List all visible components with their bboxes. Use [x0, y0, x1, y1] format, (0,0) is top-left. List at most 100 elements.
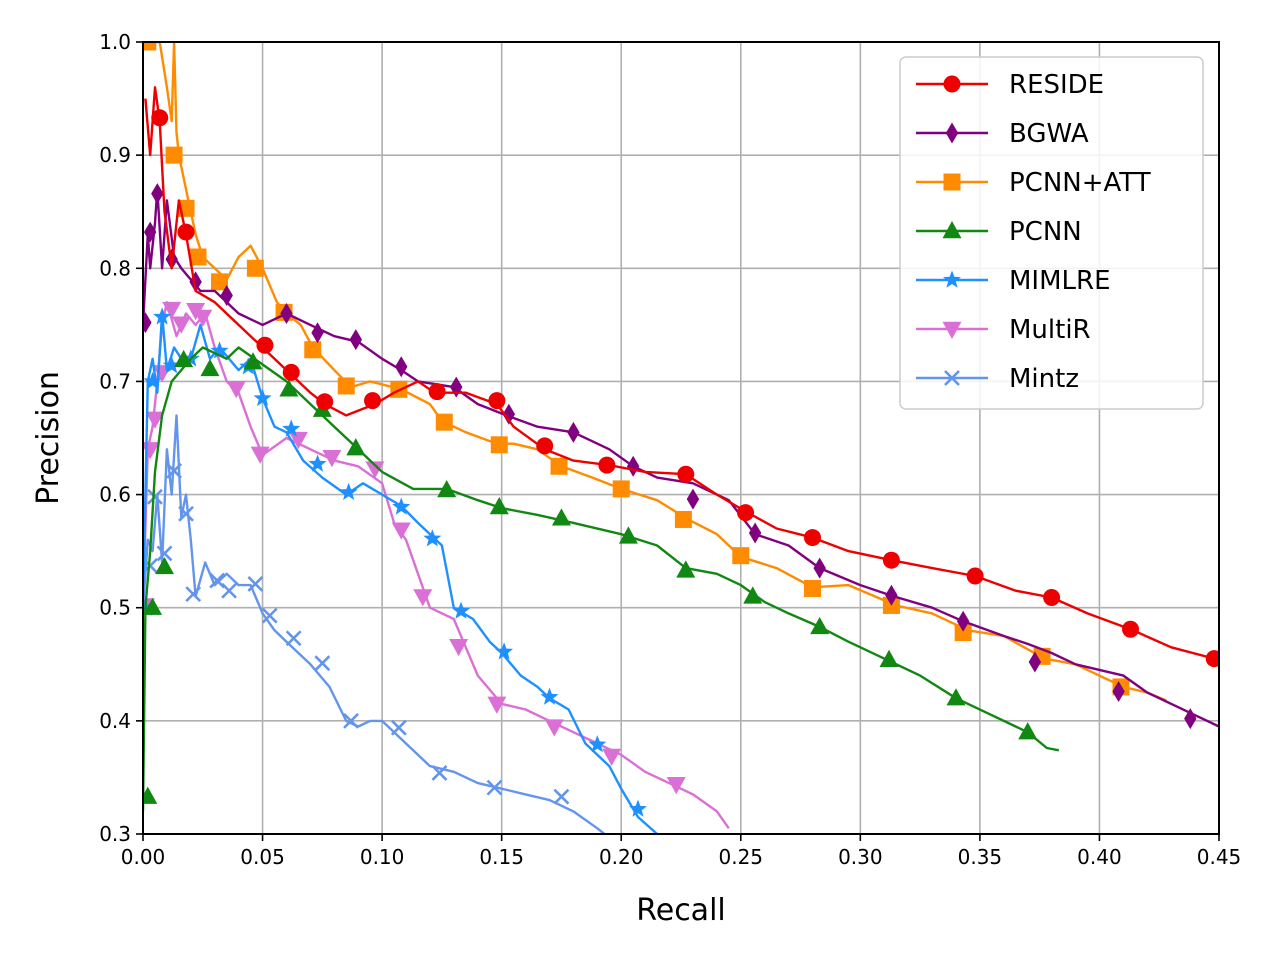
- x-tick-label: 0.05: [240, 845, 285, 869]
- data-point-pcnn: [200, 358, 220, 377]
- data-point-bgwa: [1112, 680, 1125, 702]
- y-axis-title: Precision: [31, 371, 66, 505]
- data-point-pcnn: [551, 508, 571, 526]
- data-point-pcnn: [879, 649, 899, 667]
- data-point-pcnn: [155, 556, 175, 575]
- y-tick-label: 0.9: [99, 143, 131, 167]
- data-point-multir: [413, 589, 433, 607]
- data-point-multir: [365, 461, 385, 479]
- data-point-bgwa: [280, 303, 293, 325]
- y-tick-label: 0.4: [99, 709, 131, 733]
- legend-box: [899, 56, 1204, 410]
- data-point-pcnn-att: [732, 547, 750, 565]
- data-point-bgwa: [748, 522, 762, 544]
- axis-ticks: 0.00 0.05 0.10 0.15 0.20 0.25 0.30 0.35 0.40 0.45…: [99, 30, 1241, 869]
- data-point-mintz: [553, 788, 570, 805]
- data-point-multir: [544, 719, 564, 737]
- y-tick-label: 0.7: [99, 369, 131, 393]
- data-point-reside: [598, 456, 616, 474]
- data-point-mintz: [185, 586, 202, 603]
- data-point-pcnn: [618, 526, 638, 544]
- legend-label-pcnn-att: PCNN+ATT: [1009, 168, 1151, 198]
- legend-label-pcnn: PCNN: [1009, 217, 1082, 247]
- data-point-pcnn-att: [304, 341, 322, 359]
- x-tick-label: 0.20: [599, 845, 644, 869]
- data-point-mintz: [314, 655, 331, 672]
- legend-marker-reside: [943, 75, 961, 93]
- legend-marker-mintz: [944, 370, 960, 386]
- data-point-reside: [151, 109, 169, 127]
- data-point-bgwa: [626, 455, 640, 477]
- series-line-mintz: [143, 414, 606, 834]
- data-point-multir: [145, 411, 165, 429]
- legend-label-reside: RESIDE: [1009, 70, 1104, 100]
- legend-item-multir: MultiR: [916, 315, 1091, 345]
- legend-label-mintz: Mintz: [1009, 364, 1079, 394]
- data-point-reside: [316, 393, 334, 411]
- data-point-multir: [162, 301, 182, 320]
- data-point-mintz: [221, 582, 237, 599]
- y-tick-label: 0.6: [99, 483, 131, 507]
- data-point-bgwa: [813, 557, 826, 579]
- data-point-pcnn: [946, 688, 966, 706]
- legend-marker-bgwa: [945, 122, 959, 144]
- data-point-mimlre: [588, 735, 607, 753]
- legend-marker-pcnn-att: [943, 173, 961, 191]
- x-tick-label: 0.15: [479, 845, 524, 869]
- data-point-bgwa: [885, 584, 898, 606]
- data-point-pcnn-att: [674, 510, 692, 528]
- data-point-pcnn-att: [189, 248, 207, 266]
- data-point-reside: [364, 392, 382, 410]
- legend-label-multir: MultiR: [1009, 315, 1091, 345]
- data-point-mimlre: [628, 799, 647, 817]
- data-point-mimlre: [392, 497, 411, 515]
- data-point-pcnn-att: [804, 579, 822, 597]
- data-point-reside: [428, 383, 446, 401]
- legend-item-bgwa: BGWA: [916, 119, 1089, 149]
- data-point-bgwa: [311, 322, 324, 344]
- plot-frame: [142, 41, 1220, 835]
- data-point-pcnn-att: [143, 42, 157, 51]
- data-point-mimlre: [143, 371, 162, 390]
- legend-item-mimlre: MIMLRE: [916, 266, 1111, 296]
- data-point-reside: [804, 529, 822, 547]
- data-point-pcnn-att: [211, 273, 229, 291]
- x-tick-label: 0.10: [360, 845, 405, 869]
- x-tick-label: 0.40: [1077, 845, 1122, 869]
- data-point-multir: [602, 748, 622, 766]
- data-point-pcnn-att: [435, 413, 453, 431]
- data-point-mintz: [486, 779, 503, 796]
- data-point-bgwa: [956, 610, 970, 632]
- data-point-multir: [487, 696, 507, 714]
- data-point-mintz: [261, 607, 278, 624]
- data-point-multir: [171, 316, 191, 334]
- data-point-bgwa: [395, 356, 408, 378]
- data-point-pcnn: [279, 379, 299, 397]
- x-tick-label: 0.35: [958, 845, 1003, 869]
- data-point-mintz: [178, 505, 194, 522]
- data-point-bgwa: [220, 284, 233, 306]
- data-point-reside: [737, 504, 755, 522]
- data-point-reside: [488, 392, 506, 410]
- legend-label-bgwa: BGWA: [1009, 119, 1089, 149]
- data-point-pcnn-att: [612, 480, 630, 498]
- x-tick-label: 0.25: [719, 845, 764, 869]
- data-point-pcnn: [143, 597, 163, 615]
- data-point-reside: [536, 437, 554, 455]
- series-lines: [143, 42, 1219, 834]
- data-point-mintz: [247, 576, 264, 592]
- data-point-pcnn: [1018, 722, 1038, 740]
- data-point-bgwa: [349, 329, 363, 351]
- data-point-bgwa: [502, 403, 516, 425]
- x-axis-title: Recall: [636, 893, 726, 928]
- legend: RESIDE BGWA PCNN+ATT PCNN MIMLRE MultiR Mintz: [899, 56, 1204, 410]
- data-point-mimlre: [210, 341, 229, 359]
- legend-marker-mimlre: [943, 270, 961, 288]
- x-tick-label: 0.45: [1197, 845, 1242, 869]
- data-point-reside: [882, 551, 900, 569]
- legend-item-pcnn: PCNN: [916, 217, 1082, 247]
- data-point-pcnn-att: [550, 457, 568, 475]
- data-point-mimlre: [452, 601, 471, 619]
- data-point-mintz: [431, 764, 448, 781]
- data-point-pcnn-att: [246, 259, 264, 277]
